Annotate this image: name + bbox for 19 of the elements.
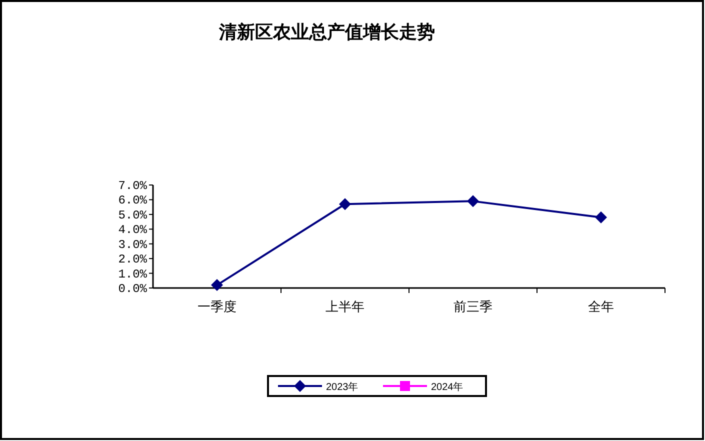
y-tick-label: 2.0% [118,252,148,267]
y-tick-label: 7.0% [118,179,148,193]
y-tick-label: 3.0% [118,238,148,252]
point [595,211,607,224]
x-tick-label: 一季度 [198,299,236,314]
legend-label: 2023年 [326,381,358,393]
x-tick-label: 全年 [588,299,614,314]
y-tick-label: 5.0% [118,208,148,222]
legend-label: 2024年 [431,381,464,393]
x-tick-label: 前三季 [454,299,492,314]
y-tick-label: 0.0% [118,282,148,296]
y-tick-label: 6.0% [118,194,148,208]
point [467,195,479,208]
point [339,198,351,210]
y-tick-label: 1.0% [118,267,148,282]
point [211,279,223,292]
chart-title: 清新区农业总产值增长走势 [218,22,435,43]
y-tick-label: 4.0% [118,223,148,238]
x-tick-label: 上半年 [326,299,364,314]
